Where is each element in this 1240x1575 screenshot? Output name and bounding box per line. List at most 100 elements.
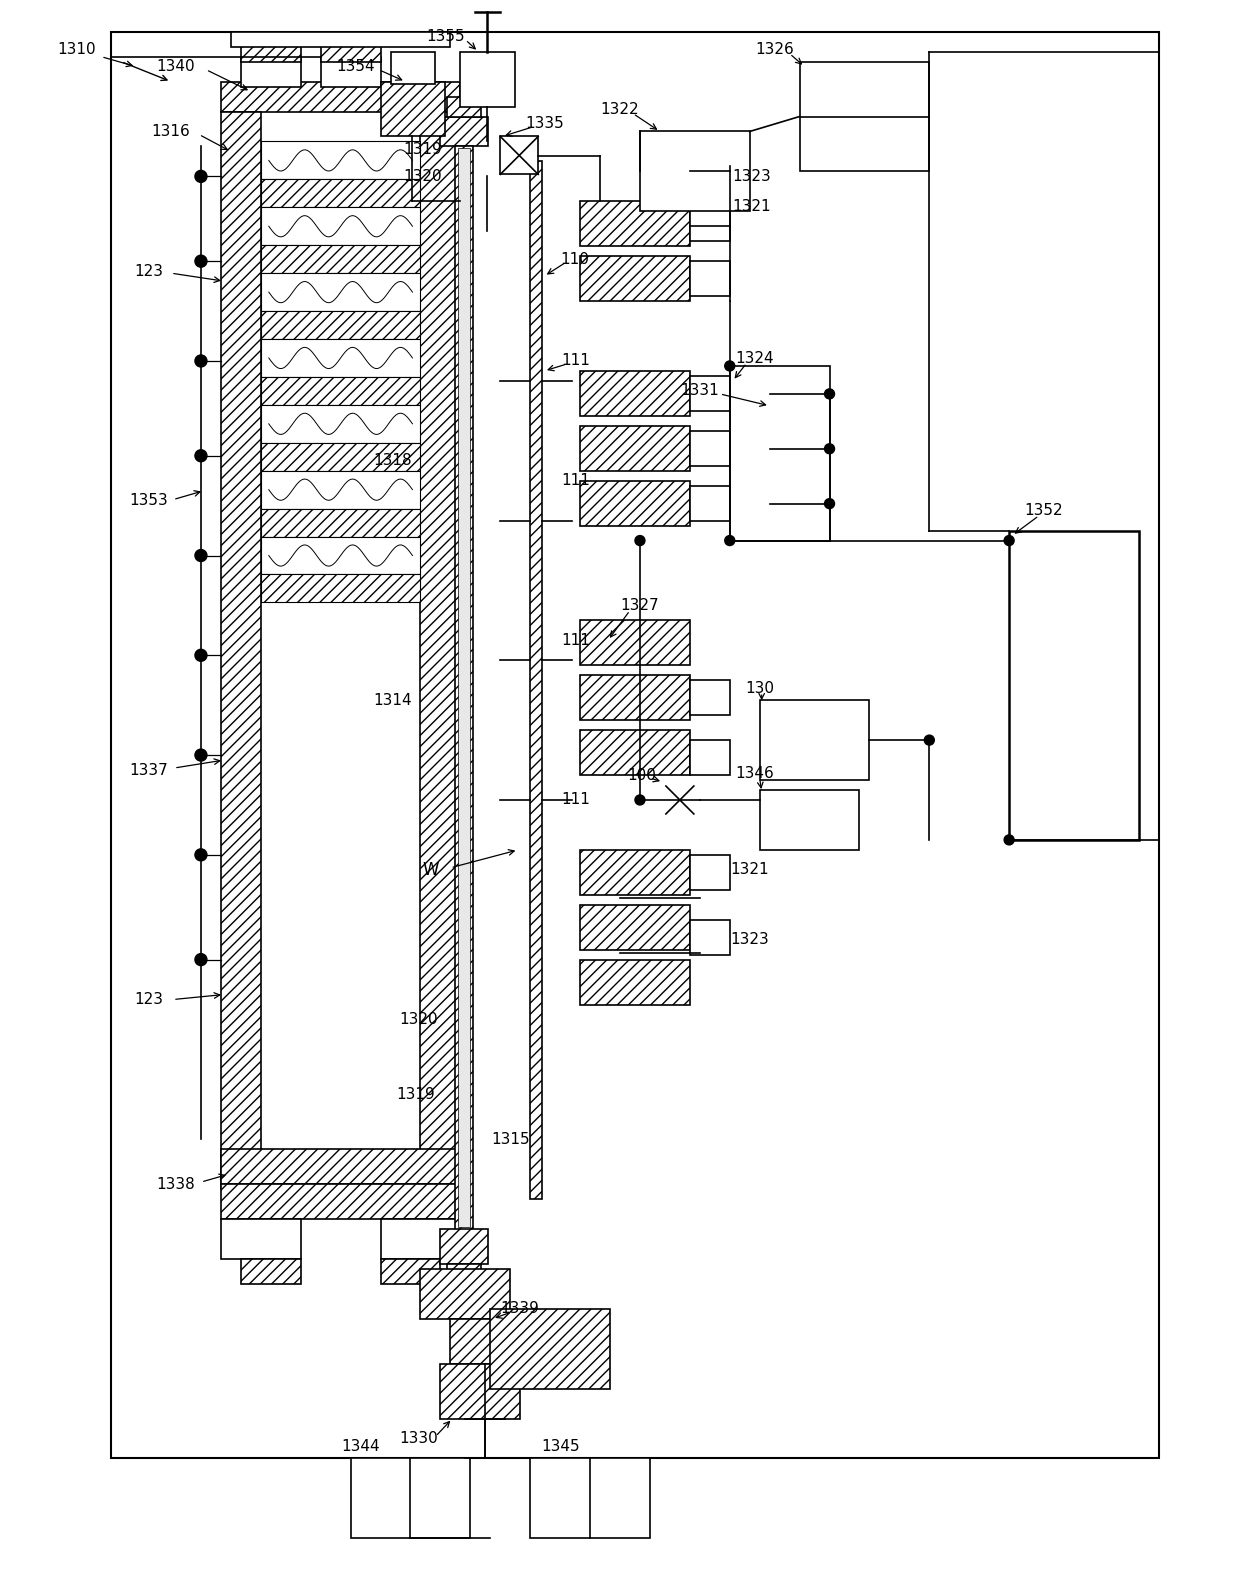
Bar (321, 41, 381, 61)
Bar (260, 208, 420, 246)
Bar (241, 1258, 301, 1284)
Bar (420, 112, 460, 1189)
Text: 1321: 1321 (733, 198, 771, 214)
Text: 1339: 1339 (501, 1301, 539, 1317)
Bar (260, 272, 420, 312)
Text: 1346: 1346 (735, 765, 774, 781)
Bar (580, 904, 689, 950)
Bar (241, 41, 301, 61)
Bar (381, 1219, 460, 1258)
Bar (580, 202, 689, 246)
Circle shape (195, 255, 207, 268)
Text: 123: 123 (135, 992, 164, 1006)
Bar (321, 57, 381, 87)
Bar (490, 1309, 610, 1389)
Bar (730, 365, 830, 540)
Text: 1324: 1324 (735, 351, 774, 367)
Circle shape (635, 795, 645, 805)
Bar (260, 537, 420, 575)
Bar (580, 731, 689, 775)
Bar (580, 372, 689, 416)
Bar (260, 405, 420, 443)
Text: 123: 123 (135, 263, 164, 279)
Text: 1344: 1344 (341, 1440, 379, 1454)
Bar (448, 1263, 481, 1288)
Text: 1319: 1319 (396, 1087, 435, 1102)
Text: 1310: 1310 (57, 43, 95, 57)
Circle shape (724, 536, 735, 545)
Bar (221, 1184, 460, 1219)
Text: 111: 111 (562, 792, 590, 808)
Bar (580, 425, 689, 471)
Bar (241, 57, 301, 87)
Text: 1315: 1315 (491, 1132, 529, 1147)
Text: 1330: 1330 (399, 1432, 438, 1446)
Text: 1318: 1318 (373, 454, 412, 468)
Text: 100: 100 (627, 767, 656, 783)
Circle shape (195, 550, 207, 562)
Bar (689, 376, 730, 411)
Text: 1335: 1335 (526, 117, 564, 131)
Bar (689, 740, 730, 775)
Bar (391, 52, 435, 83)
Bar (260, 509, 420, 537)
Bar (580, 257, 689, 301)
Circle shape (825, 499, 835, 509)
Circle shape (195, 953, 207, 965)
Text: 1319: 1319 (403, 142, 441, 158)
Text: 1355: 1355 (427, 30, 465, 44)
Circle shape (635, 536, 645, 545)
Circle shape (195, 750, 207, 761)
Circle shape (195, 170, 207, 183)
Bar (460, 52, 516, 107)
Bar (260, 471, 420, 509)
Bar (440, 1228, 489, 1263)
Bar (221, 82, 460, 112)
Bar (689, 206, 730, 241)
Bar (800, 61, 929, 172)
Bar (260, 142, 420, 180)
Bar (689, 920, 730, 954)
Bar (440, 117, 489, 146)
Bar (260, 312, 420, 339)
Text: 1323: 1323 (733, 169, 771, 184)
Text: 1322: 1322 (600, 102, 640, 117)
Text: 1314: 1314 (373, 693, 412, 707)
Bar (580, 850, 689, 895)
Text: 1327: 1327 (621, 598, 660, 613)
Bar (351, 1458, 470, 1539)
Bar (689, 261, 730, 296)
Text: 1326: 1326 (755, 43, 794, 57)
Text: 1316: 1316 (151, 124, 191, 139)
Text: 111: 111 (562, 353, 590, 369)
Text: 111: 111 (562, 472, 590, 488)
Bar (381, 1258, 440, 1284)
Text: 111: 111 (562, 633, 590, 647)
Bar (580, 676, 689, 720)
Bar (531, 161, 542, 1199)
Bar (450, 1318, 521, 1364)
Bar (689, 680, 730, 715)
Bar (260, 443, 420, 471)
Text: 110: 110 (560, 252, 589, 266)
Text: 1354: 1354 (336, 60, 374, 74)
Circle shape (195, 450, 207, 461)
Bar (381, 82, 445, 137)
Bar (459, 148, 470, 1227)
Text: 1338: 1338 (156, 1177, 196, 1192)
Text: 1337: 1337 (130, 762, 169, 778)
Text: W: W (422, 862, 439, 879)
Bar (531, 1458, 650, 1539)
Bar (500, 137, 538, 175)
Bar (448, 96, 481, 117)
Bar (580, 621, 689, 665)
Circle shape (195, 649, 207, 662)
Bar (221, 112, 260, 1189)
Circle shape (1004, 536, 1014, 545)
Bar (760, 791, 859, 850)
Circle shape (825, 444, 835, 454)
Bar (689, 432, 730, 466)
Circle shape (195, 354, 207, 367)
Text: 1345: 1345 (541, 1440, 579, 1454)
Bar (221, 1150, 460, 1184)
